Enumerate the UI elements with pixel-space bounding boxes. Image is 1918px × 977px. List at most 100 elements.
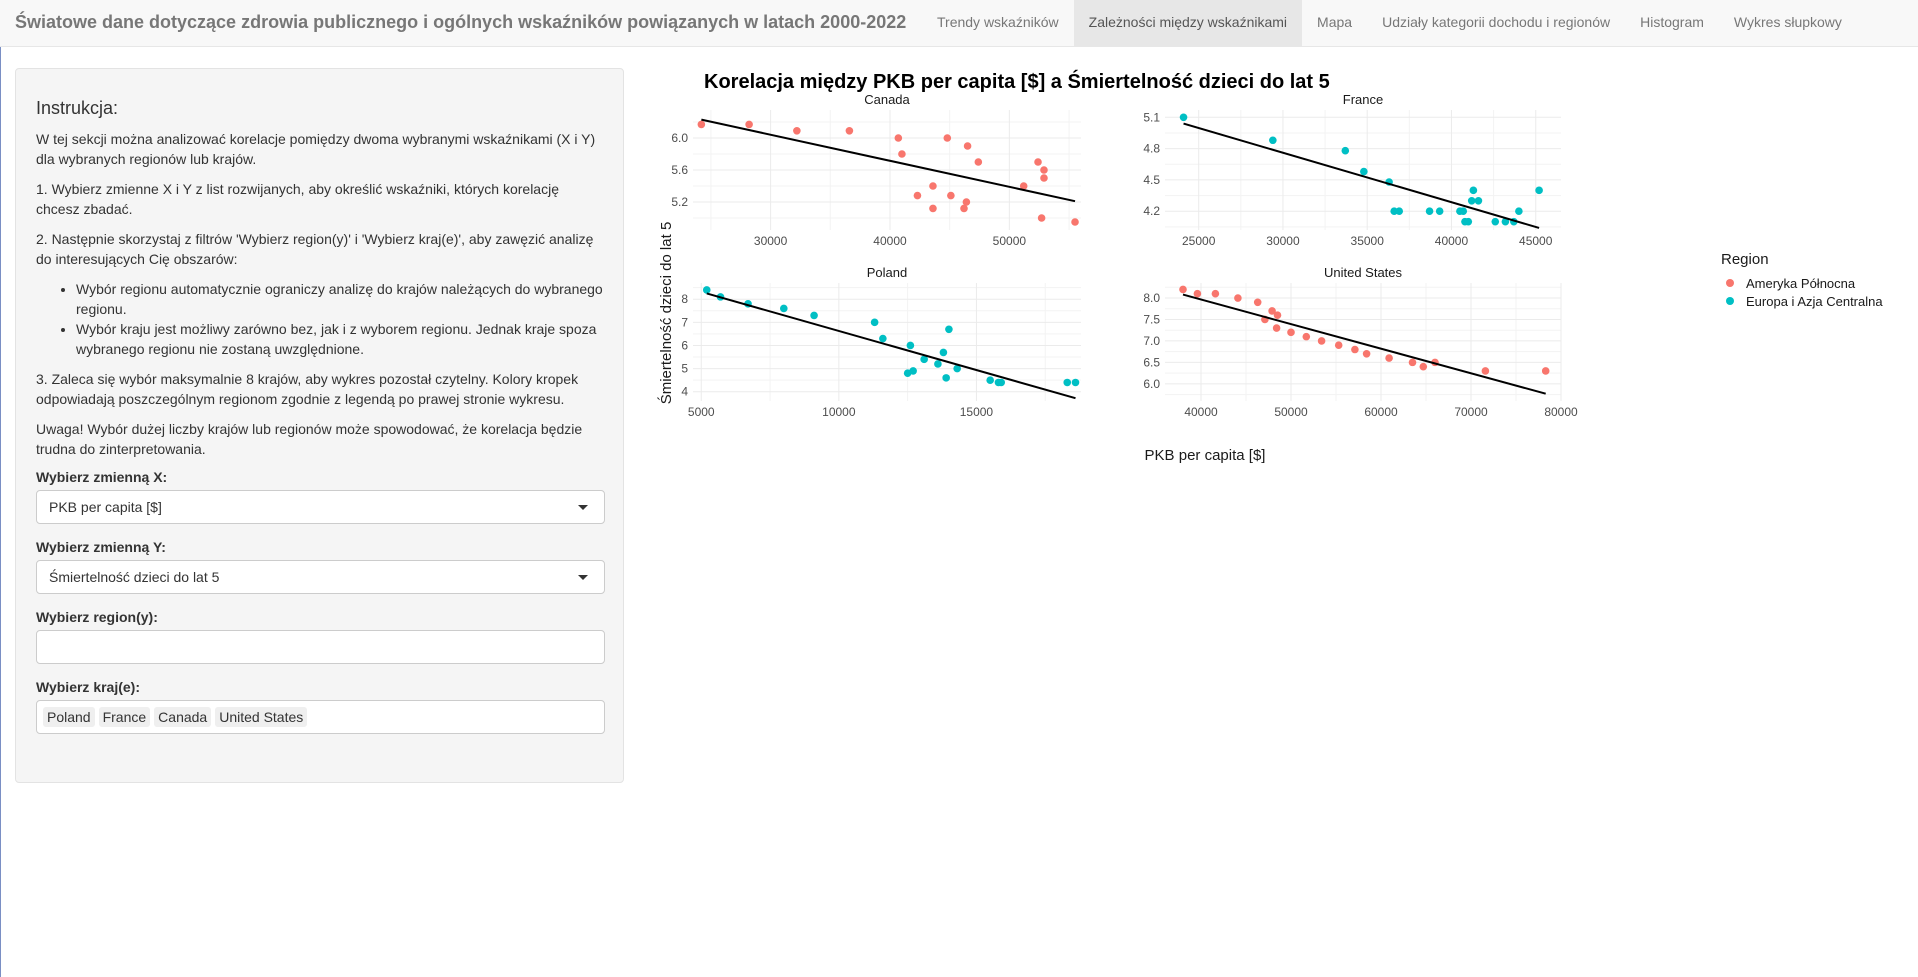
x-tick-label: 70000: [1454, 405, 1488, 419]
data-point: [986, 376, 994, 384]
tab-wykres-slupkowy[interactable]: Wykres słupkowy: [1733, 14, 1842, 30]
y-tick-label: 5.1: [1143, 110, 1160, 124]
legend-label-europe-central-asia: Europa i Azja Centralna: [1746, 294, 1883, 309]
instructions-bullet: Wybór kraju jest możliwy zarówno bez, ja…: [76, 319, 604, 359]
x-variable-group: Wybierz zmienną X: PKB per capita [$]: [36, 469, 605, 524]
navbar: Światowe dane dotyczące zdrowia publiczn…: [0, 0, 1918, 47]
data-point: [745, 120, 753, 129]
country-group: Wybierz kraj(e): Poland France Canada Un…: [36, 679, 605, 734]
tab-udzialy[interactable]: Udziały kategorii dochodu i regionów: [1382, 14, 1611, 30]
x-tick-label: 30000: [1266, 234, 1300, 248]
data-point: [1063, 378, 1072, 387]
data-point: [1040, 166, 1048, 174]
country-multiselect[interactable]: Poland France Canada United States: [36, 700, 605, 734]
region-multiselect[interactable]: [36, 630, 605, 664]
x-tick-label: 40000: [873, 234, 907, 248]
data-point: [879, 334, 887, 343]
y-tick-label: 4.2: [1143, 204, 1160, 218]
data-point: [1341, 146, 1350, 155]
y-axis-label: Śmiertelność dzieci do lat 5: [657, 222, 675, 405]
y-tick-label: 5.6: [671, 163, 688, 177]
data-point: [1179, 113, 1188, 122]
chevron-down-icon: [578, 575, 588, 580]
data-point: [1515, 207, 1523, 216]
data-point: [1071, 218, 1079, 226]
data-point: [974, 158, 983, 166]
instructions-paragraph-4: 3. Zaleca się wybór maksymalnie 8 krajów…: [36, 371, 579, 407]
x-tick-label: 60000: [1364, 405, 1398, 419]
facet-france: France 25000 30000 35000 40000 45000 4.2 4.5 4.8…: [1143, 92, 1561, 248]
x-tick-label: 30000: [754, 234, 788, 248]
data-point: [939, 348, 948, 357]
y-tick-label: 4.5: [1143, 173, 1160, 187]
data-point: [1360, 167, 1368, 176]
data-point: [1268, 307, 1276, 315]
x-tick-label: 35000: [1351, 234, 1385, 248]
tab-trendy[interactable]: Trendy wskaźników: [937, 14, 1059, 30]
data-point: [960, 204, 968, 213]
chart-title: Korelacja między PKB per capita [$] a Śm…: [704, 69, 1330, 93]
y-tick-label: 8.0: [1143, 291, 1160, 305]
x-variable-label: Wybierz zmienną X:: [36, 469, 168, 485]
data-point: [1464, 217, 1473, 226]
y-tick-label: 5.2: [671, 195, 688, 209]
data-point: [1535, 186, 1543, 195]
data-point: [1071, 378, 1080, 387]
legend-key-north-america: [1726, 279, 1734, 287]
country-tag-france[interactable]: France: [98, 707, 151, 727]
tab-mapa[interactable]: Mapa: [1317, 14, 1353, 30]
tab-zaleznosci[interactable]: Zależności między wskaźnikami: [1073, 0, 1303, 46]
instructions-title: Instrukcja:: [36, 98, 119, 118]
y-tick-label: 7.0: [1143, 334, 1160, 348]
instructions-paragraph-1: W tej sekcji można analizować korelacje …: [36, 131, 596, 167]
x-tick-label: 40000: [1184, 405, 1218, 419]
x-variable-select[interactable]: PKB per capita [$]: [36, 490, 605, 524]
data-point: [1269, 136, 1277, 145]
x-tick-label: 10000: [822, 405, 856, 419]
data-point: [870, 318, 879, 327]
data-point: [1253, 298, 1262, 307]
data-point: [1287, 328, 1295, 337]
instructions-bullets: Wybór regionu automatycznie ograniczy an…: [36, 279, 604, 359]
data-point: [1459, 207, 1468, 216]
data-point: [1362, 350, 1371, 358]
data-point: [953, 364, 961, 373]
data-point: [1474, 196, 1483, 205]
data-point: [1481, 367, 1490, 375]
data-point: [810, 311, 818, 320]
y-tick-label: 7.5: [1143, 312, 1160, 326]
x-tick-label: 45000: [1519, 234, 1553, 248]
country-tag-united-states[interactable]: United States: [215, 707, 308, 727]
data-point: [1435, 207, 1444, 216]
sidebar-panel: Instrukcja: W tej sekcji można analizowa…: [15, 68, 624, 783]
facet-title: Poland: [867, 265, 907, 280]
x-variable-value: PKB per capita [$]: [49, 499, 162, 515]
tab-histogram[interactable]: Histogram: [1640, 14, 1704, 30]
data-point: [1037, 214, 1046, 222]
data-point: [1351, 345, 1359, 354]
data-point: [962, 198, 971, 206]
trend-line: [1183, 122, 1540, 229]
y-variable-select[interactable]: Śmiertelność dzieci do lat 5: [36, 560, 605, 594]
y-tick-label: 7: [681, 315, 688, 329]
instructions-paragraph-2: 1. Wybierz zmienne X i Y z list rozwijan…: [36, 181, 559, 217]
data-point: [943, 134, 952, 142]
data-point: [1193, 289, 1202, 298]
country-tag-canada[interactable]: Canada: [154, 707, 212, 727]
data-point: [780, 304, 788, 313]
data-point: [920, 355, 928, 364]
data-point: [1273, 311, 1282, 319]
x-tick-label: 40000: [1435, 234, 1469, 248]
country-tag-poland[interactable]: Poland: [43, 707, 95, 727]
x-tick-label: 25000: [1182, 234, 1216, 248]
facet-panels: Canada 30000 40000 50000 5.2 5.6 6.0 France 2500…: [671, 92, 1578, 419]
data-point: [1501, 217, 1510, 226]
instructions-bullet: Wybór regionu automatycznie ograniczy an…: [76, 279, 604, 319]
data-point: [963, 142, 972, 150]
data-point: [697, 120, 706, 129]
y-tick-label: 6.5: [1143, 355, 1160, 369]
app-title: Światowe dane dotyczące zdrowia publiczn…: [15, 12, 907, 32]
facet-united-states: United States 40000 50000 60000 70000 80000 6.…: [1143, 265, 1578, 419]
data-point: [1385, 354, 1393, 362]
legend-key-europe-central-asia: [1726, 297, 1734, 305]
